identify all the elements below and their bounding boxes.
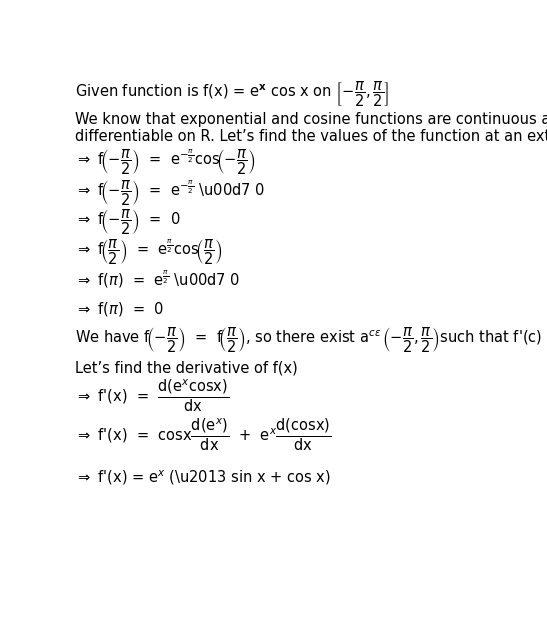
- Text: $\Rightarrow$ f'(x)  =  cosx$\dfrac{\mathrm{d}(\mathrm{e}^x)}{\mathrm{dx}}$  +  : $\Rightarrow$ f'(x) = cosx$\dfrac{\mathr…: [75, 417, 331, 453]
- Text: $\Rightarrow$ f'(x)  =  $\dfrac{\mathrm{d}(\mathrm{e}^x\mathrm{cosx})}{\mathrm{d: $\Rightarrow$ f'(x) = $\dfrac{\mathrm{d}…: [75, 378, 229, 414]
- Text: $\Rightarrow$ f$\!\left(-\dfrac{\pi}{2}\right)$  =  0: $\Rightarrow$ f$\!\left(-\dfrac{\pi}{2}\…: [75, 207, 180, 237]
- Text: Let’s find the derivative of f(x): Let’s find the derivative of f(x): [75, 361, 298, 376]
- Text: We have f$\!\left(-\dfrac{\pi}{2}\right)$  =  f$\!\left(\dfrac{\pi}{2}\right)$, : We have f$\!\left(-\dfrac{\pi}{2}\right)…: [75, 326, 547, 356]
- Text: We know that exponential and cosine functions are continuous and: We know that exponential and cosine func…: [75, 112, 547, 127]
- Text: $\Rightarrow$ f($\pi$)  =  0: $\Rightarrow$ f($\pi$) = 0: [75, 300, 164, 318]
- Text: $\Rightarrow$ f$\!\left(-\dfrac{\pi}{2}\right)$  =  e$^{-\frac{\pi}{2}}$cos$\!\l: $\Rightarrow$ f$\!\left(-\dfrac{\pi}{2}\…: [75, 147, 255, 177]
- Text: $\Rightarrow$ f$\!\left(\dfrac{\pi}{2}\right)$  =  e$^{\frac{\pi}{2}}$cos$\!\lef: $\Rightarrow$ f$\!\left(\dfrac{\pi}{2}\r…: [75, 238, 222, 267]
- Text: differentiable on R. Let’s find the values of the function at an extreme,: differentiable on R. Let’s find the valu…: [75, 129, 547, 143]
- Text: Given function is f(x) = e$^\mathbf{x}$ cos x on $\left[-\dfrac{\pi}{2},\dfrac{\: Given function is f(x) = e$^\mathbf{x}$ …: [75, 80, 389, 110]
- Text: $\Rightarrow$ f'(x) = e$^x$ (\u2013 sin x + cos x): $\Rightarrow$ f'(x) = e$^x$ (\u2013 sin …: [75, 468, 330, 487]
- Text: $\Rightarrow$ f$\!\left(-\dfrac{\pi}{2}\right)$  =  e$^{-\frac{\pi}{2}}$ \u00d7 : $\Rightarrow$ f$\!\left(-\dfrac{\pi}{2}\…: [75, 178, 265, 207]
- Text: $\Rightarrow$ f($\pi$)  =  e$^{\frac{\pi}{2}}$ \u00d7 0: $\Rightarrow$ f($\pi$) = e$^{\frac{\pi}{…: [75, 268, 240, 290]
